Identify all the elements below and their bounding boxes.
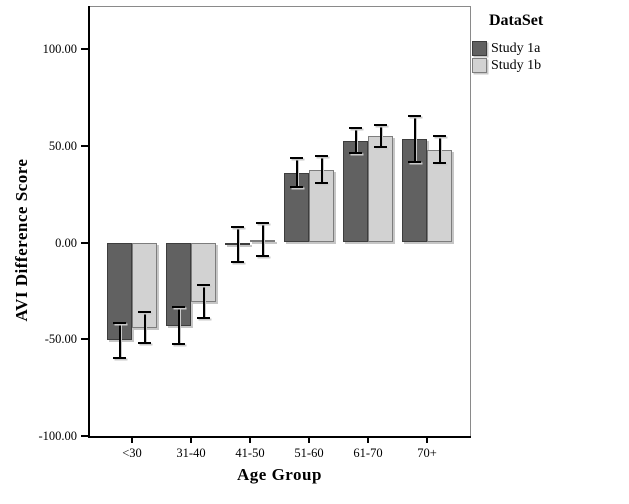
errorbar-cap-top-study-1b-51-60 bbox=[315, 155, 328, 158]
plot-frame-top bbox=[88, 6, 471, 7]
x-tick-label-70: 70+ bbox=[417, 446, 437, 460]
x-tick-31-40 bbox=[190, 438, 192, 443]
y-tick-label-50-00: 50.00 bbox=[48, 138, 77, 153]
errorbar-cap-top-study-1b-41-50 bbox=[256, 222, 269, 225]
bar-study-1b-70 bbox=[427, 149, 452, 243]
bar-study-1a-61-70 bbox=[343, 140, 368, 243]
x-tick-label-31-40: 31-40 bbox=[176, 446, 206, 460]
errorbar-cap-top-study-1a-61-70 bbox=[349, 127, 362, 130]
errorbar-line-study-1b-61-70 bbox=[379, 125, 382, 147]
errorbar-line-study-1b-41-50 bbox=[261, 223, 264, 257]
legend-swatch-study-1b bbox=[472, 58, 487, 73]
x-tick-label-41-50: 41-50 bbox=[235, 446, 265, 460]
x-tick-30 bbox=[131, 438, 133, 443]
errorbar-cap-bottom-study-1b-70 bbox=[433, 162, 446, 165]
y-tick-50-00 bbox=[81, 144, 88, 147]
errorbar-cap-top-study-1a-41-50 bbox=[231, 226, 244, 229]
errorbar-cap-top-study-1a-51-60 bbox=[290, 157, 303, 160]
legend: DataSet Study 1a Study 1b bbox=[472, 6, 543, 74]
errorbar-cap-top-study-1b-61-70 bbox=[374, 124, 387, 127]
errorbar-cap-top-study-1a-31-40 bbox=[172, 306, 185, 309]
legend-title: DataSet bbox=[489, 12, 544, 29]
y-axis-line bbox=[88, 6, 90, 438]
errorbar-cap-bottom-study-1b-41-50 bbox=[256, 255, 269, 258]
bar-study-1b-61-70 bbox=[368, 136, 393, 243]
errorbar-cap-bottom-study-1b-61-70 bbox=[374, 145, 387, 148]
x-tick-51-60 bbox=[308, 438, 310, 443]
y-tick-50-00 bbox=[81, 338, 88, 341]
errorbar-cap-bottom-study-1a-51-60 bbox=[290, 186, 303, 189]
errorbar-cap-top-study-1a-30 bbox=[113, 321, 126, 324]
errorbar-cap-bottom-study-1b-51-60 bbox=[315, 182, 328, 185]
errorbar-cap-top-study-1a-70 bbox=[408, 114, 421, 117]
errorbar-cap-bottom-study-1b-30 bbox=[138, 342, 151, 345]
y-tick-label-100-00: 100.00 bbox=[42, 41, 77, 56]
plot-frame-right bbox=[470, 6, 471, 438]
errorbar-line-study-1a-31-40 bbox=[177, 307, 180, 345]
y-tick-label-100-00: -100.00 bbox=[38, 429, 77, 444]
x-tick-41-50 bbox=[249, 438, 251, 443]
y-tick-label-50-00: -50.00 bbox=[44, 332, 77, 347]
y-tick-100-00 bbox=[81, 47, 88, 50]
errorbar-line-study-1b-31-40 bbox=[202, 285, 205, 318]
plot-area: 100.00 50.00 0.00 -50.00 -100.00 <30 31-40 41-5… bbox=[38, 6, 471, 460]
errorbar-line-study-1a-70 bbox=[413, 115, 416, 163]
legend-swatch-study-1a bbox=[472, 41, 487, 56]
x-axis-title: Age Group bbox=[237, 465, 322, 484]
errorbar-cap-top-study-1b-30 bbox=[138, 311, 151, 314]
errorbar-cap-bottom-study-1a-41-50 bbox=[231, 260, 244, 263]
legend-item-study-1b: Study 1b bbox=[472, 57, 543, 74]
errorbar-cap-bottom-study-1a-61-70 bbox=[349, 152, 362, 155]
legend-label-study-1a: Study 1a bbox=[491, 40, 541, 56]
x-tick-label-30: <30 bbox=[122, 446, 142, 460]
legend-label-study-1b: Study 1b bbox=[491, 57, 542, 73]
errorbar-line-study-1a-61-70 bbox=[354, 128, 357, 154]
x-tick-61-70 bbox=[367, 438, 369, 443]
y-tick-100-00 bbox=[81, 435, 88, 438]
errorbar-cap-bottom-study-1a-31-40 bbox=[172, 343, 185, 346]
errorbar-line-study-1a-30 bbox=[118, 322, 121, 358]
x-tick-label-61-70: 61-70 bbox=[353, 446, 383, 460]
errorbar-line-study-1a-41-50 bbox=[236, 227, 239, 262]
errorbar-cap-top-study-1b-31-40 bbox=[197, 284, 210, 287]
errorbar-line-study-1b-70 bbox=[438, 136, 441, 164]
errorbar-cap-bottom-study-1a-70 bbox=[408, 161, 421, 164]
x-tick-label-51-60: 51-60 bbox=[294, 446, 324, 460]
y-tick-label-0-00: 0.00 bbox=[55, 235, 77, 250]
errorbar-cap-bottom-study-1b-31-40 bbox=[197, 316, 210, 319]
errorbar-cap-bottom-study-1a-30 bbox=[113, 356, 126, 359]
errorbar-line-study-1b-30 bbox=[143, 312, 146, 344]
x-axis-line bbox=[88, 436, 471, 438]
errorbar-cap-top-study-1b-70 bbox=[433, 135, 446, 138]
errorbar-line-study-1b-51-60 bbox=[320, 156, 323, 184]
errorbar-line-study-1a-51-60 bbox=[295, 158, 298, 188]
legend-item-study-1a: Study 1a bbox=[472, 40, 543, 57]
y-tick-0-00 bbox=[81, 241, 88, 244]
x-tick-70 bbox=[426, 438, 428, 443]
